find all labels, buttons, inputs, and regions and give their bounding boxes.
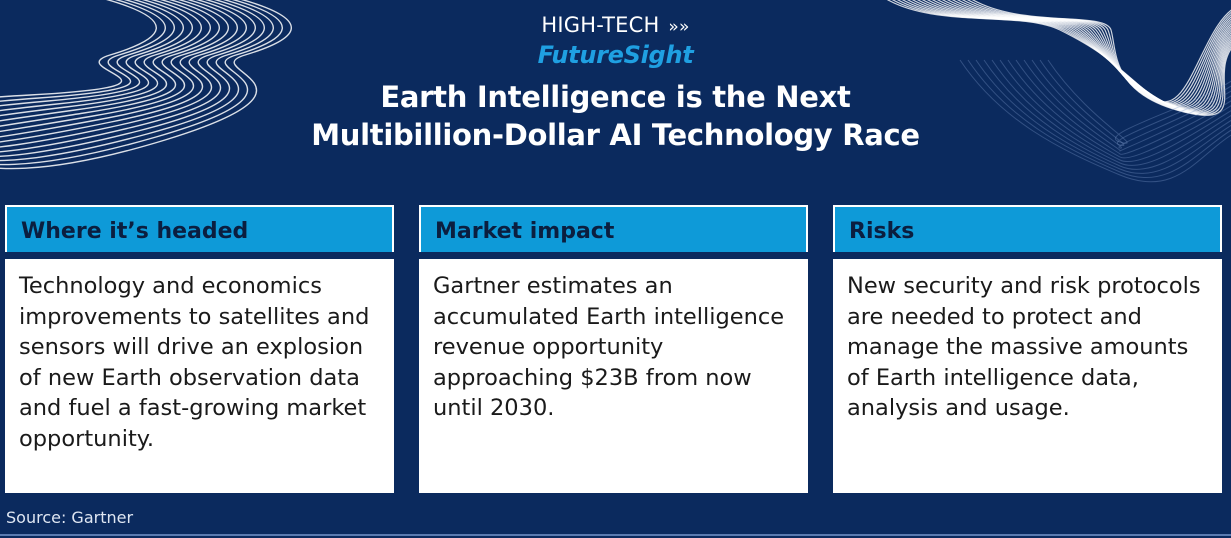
card-heading: Risks xyxy=(833,205,1222,252)
card-body: Gartner estimates an accumulated Earth i… xyxy=(419,259,808,493)
card-where-its-headed: Where it’s headed Technology and economi… xyxy=(5,205,394,493)
header: HIGH-TECH »» FutureSight Earth Intellige… xyxy=(0,10,1231,154)
card-risks: Risks New security and risk protocols ar… xyxy=(833,205,1222,493)
kicker-text: HIGH-TECH xyxy=(541,13,660,37)
card-market-impact: Market impact Gartner estimates an accum… xyxy=(419,205,808,493)
title-line-1: Earth Intelligence is the Next xyxy=(380,80,851,114)
source-note: Source: Gartner xyxy=(6,508,134,527)
card-heading: Where it’s headed xyxy=(5,205,394,252)
brand-name: FutureSight xyxy=(537,41,694,69)
double-chevron-icon: »» xyxy=(668,17,690,37)
card-heading: Market impact xyxy=(419,205,808,252)
card-body: New security and risk protocols are need… xyxy=(833,259,1222,493)
bottom-divider xyxy=(0,534,1231,536)
kicker: HIGH-TECH »» xyxy=(0,10,1231,40)
card-body: Technology and economics improvements to… xyxy=(5,259,394,493)
title-line-2: Multibillion-Dollar AI Technology Race xyxy=(311,118,920,152)
page-title: Earth Intelligence is the Next Multibill… xyxy=(0,78,1231,154)
